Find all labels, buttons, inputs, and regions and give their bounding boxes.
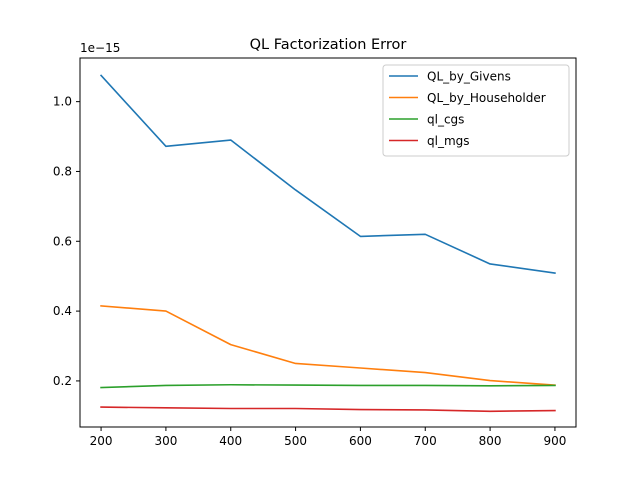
y-tick-label: 0.4 xyxy=(53,304,72,318)
x-tick-label: 300 xyxy=(154,434,177,448)
y-tick-label: 1.0 xyxy=(53,95,72,109)
x-tick-label: 900 xyxy=(543,434,566,448)
legend-label: ql_cgs xyxy=(427,113,464,127)
series-line-ql-by-householder xyxy=(100,304,556,386)
chart-title: QL Factorization Error xyxy=(250,37,407,53)
legend-label: QL_by_Givens xyxy=(427,70,511,84)
series-line-ql-mgs xyxy=(100,406,556,413)
legend-label: QL_by_Householder xyxy=(427,91,546,105)
x-tick-label: 600 xyxy=(349,434,372,448)
x-tick-label: 700 xyxy=(414,434,437,448)
x-tick-label: 500 xyxy=(284,434,307,448)
x-tick-label: 800 xyxy=(479,434,502,448)
x-tick-label: 400 xyxy=(219,434,242,448)
y-axis: 0.2 0.4 0.6 0.8 1.0 xyxy=(53,95,80,388)
x-tick-label: 200 xyxy=(90,434,113,448)
x-axis: 200 300 400 500 600 700 800 900 xyxy=(90,427,566,448)
y-tick-label: 0.8 xyxy=(53,164,72,178)
legend-label: ql_mgs xyxy=(427,134,470,148)
legend-box xyxy=(382,64,570,157)
y-offset-label: 1e−15 xyxy=(80,41,120,55)
series-layer xyxy=(99,74,556,413)
series-line-ql-by-givens xyxy=(99,74,556,274)
plot-frame xyxy=(79,57,577,428)
series-line-ql-cgs xyxy=(100,383,556,389)
y-tick-label: 0.6 xyxy=(53,234,72,248)
y-tick-label: 0.2 xyxy=(53,374,72,388)
legend: QL_by_Givens QL_by_Householder ql_cgs ql_mg… xyxy=(382,64,570,157)
